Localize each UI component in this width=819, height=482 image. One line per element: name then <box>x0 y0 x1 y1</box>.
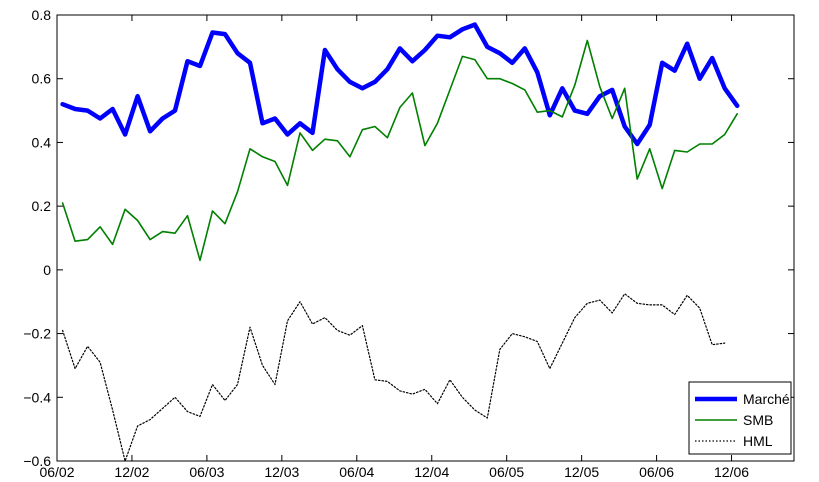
y-tick-label: −0.4 <box>23 389 51 405</box>
y-tick-label: −0.2 <box>23 326 51 342</box>
y-tick-label: −0.6 <box>23 453 51 469</box>
x-tick-label: 12/02 <box>114 464 149 480</box>
legend-box <box>688 381 792 455</box>
series-layer <box>60 22 740 462</box>
x-tick-label: 06/02 <box>39 464 74 480</box>
x-tick-label: 06/04 <box>339 464 374 480</box>
x-tick-label: 12/04 <box>414 464 449 480</box>
legend: Marché SMB HML <box>688 381 792 455</box>
legend-entry-label: HML <box>743 433 773 449</box>
legend-entry-label: SMB <box>743 412 773 428</box>
x-tick-label: 06/03 <box>189 464 224 480</box>
x-tick-label: 12/06 <box>714 464 749 480</box>
x-tick-label: 12/03 <box>264 464 299 480</box>
plot-frame <box>56 14 795 462</box>
axes-layer: −0.6 −0.4 −0.2 0 0.2 0.4 0.6 0.8 06/02 12/02 06/03… <box>23 7 795 480</box>
y-tick-label: 0.8 <box>32 7 52 23</box>
x-tick-label: 12/05 <box>564 464 599 480</box>
series-line-hml <box>61 293 726 462</box>
series-line-march- <box>60 22 740 147</box>
y-tick-label: 0 <box>43 262 51 278</box>
y-tick-label: 0.2 <box>32 198 52 214</box>
y-tick-label: 0.6 <box>32 71 52 87</box>
series-line-smb <box>61 39 739 262</box>
x-tick-label: 06/06 <box>639 464 674 480</box>
x-tick-label: 06/05 <box>489 464 524 480</box>
y-tick-label: 0.4 <box>32 134 52 150</box>
legend-entry-label: Marché <box>743 391 790 407</box>
